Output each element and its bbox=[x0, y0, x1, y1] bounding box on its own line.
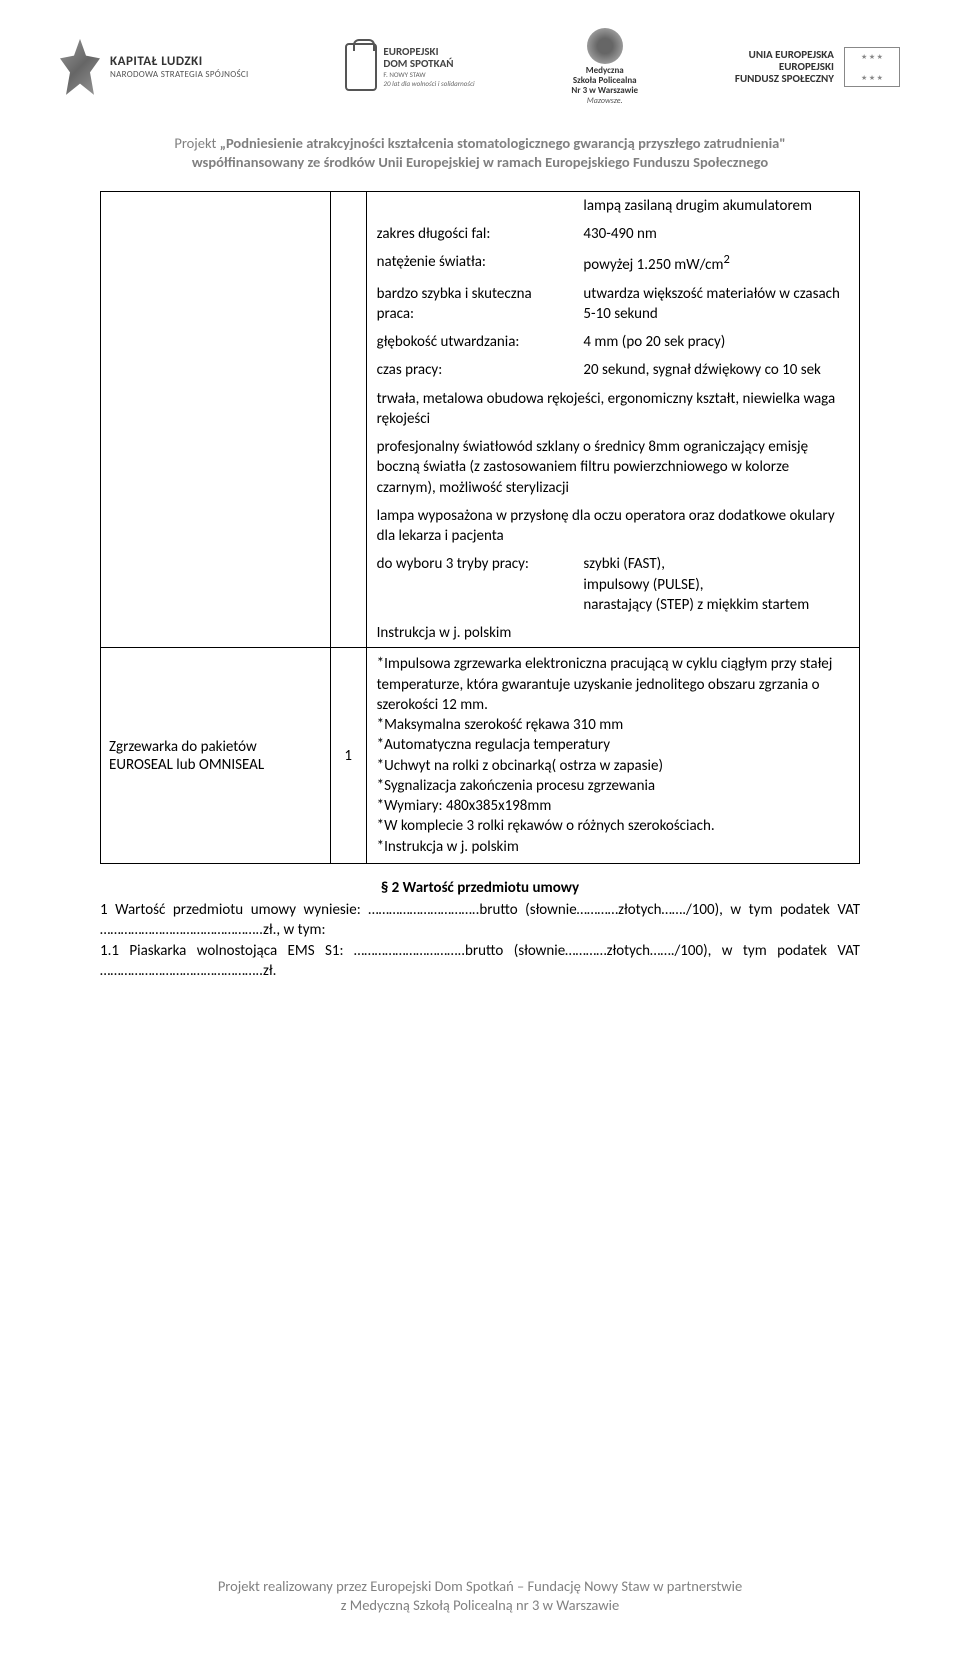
equipment-qty-cell bbox=[330, 191, 366, 648]
spec-full-text: profesjonalny światłowód szklany o średn… bbox=[367, 433, 859, 502]
spec-row: czas pracy:20 sekund, sygnał dźwiękowy c… bbox=[367, 356, 859, 384]
spec-value: lampą zasilaną drugim akumulatorem bbox=[573, 192, 859, 220]
footer-line1: Projekt realizowany przez Europejski Dom… bbox=[0, 1577, 960, 1597]
spec-row: do wyboru 3 tryby pracy:szybki (FAST), i… bbox=[367, 550, 859, 619]
spec-row: natężenie światła:powyżej 1.250 mW/cm2 bbox=[367, 248, 859, 279]
project-prefix: Projekt bbox=[174, 134, 219, 152]
contract-line-1: 1 Wartość przedmiotu umowy wyniesie: ………… bbox=[100, 900, 860, 941]
spec-label: głębokość utwardzania: bbox=[367, 328, 574, 356]
spec-value: utwardza większość materiałów w czasach … bbox=[573, 280, 859, 329]
eds-line3: F. NOWY STAW bbox=[383, 70, 474, 79]
spec-row: lampą zasilaną drugim akumulatorem bbox=[367, 192, 859, 220]
kl-title: KAPITAŁ LUDZKI bbox=[110, 54, 249, 69]
spec-row: trwała, metalowa obudowa rękojeści, ergo… bbox=[367, 385, 859, 434]
equipment-spec-cell: lampą zasilaną drugim akumulatoremzakres… bbox=[366, 191, 859, 648]
equipment-table: lampą zasilaną drugim akumulatoremzakres… bbox=[100, 191, 860, 864]
logo-row: KAPITAŁ LUDZKI NARODOWA STRATEGIA SPÓJNO… bbox=[0, 0, 960, 120]
equipment-spec-cell: *Impulsowa zgrzewarka elektroniczna prac… bbox=[366, 648, 859, 864]
spec-value-sup: 2 bbox=[723, 252, 729, 267]
spec-row: głębokość utwardzania: 4 mm (po 20 sek p… bbox=[367, 328, 859, 356]
spec-value: 20 sekund, sygnał dźwiękowy co 10 sek bbox=[573, 356, 859, 384]
eds-tagline: 20 lat dla wolności i solidarności bbox=[383, 79, 474, 88]
project-line2: współfinansowany ze środków Unii Europej… bbox=[192, 153, 768, 171]
spec-label: do wyboru 3 tryby pracy: bbox=[367, 550, 574, 619]
kl-star-icon bbox=[60, 39, 100, 95]
spec-value: szybki (FAST), impulsowy (PULSE), narast… bbox=[573, 550, 859, 619]
equipment-name: Zgrzewarka do pakietów EUROSEAL lub OMNI… bbox=[101, 732, 330, 780]
equipment-qty-cell: 1 bbox=[330, 648, 366, 864]
spec-row: Instrukcja w j. polskim bbox=[367, 619, 859, 647]
table-row: lampą zasilaną drugim akumulatoremzakres… bbox=[101, 191, 860, 648]
msp-line3: Nr 3 w Warszawie bbox=[571, 86, 638, 96]
eds-line2: DOM SPOTKAŃ bbox=[383, 58, 474, 70]
ue-line3: FUNDUSZ SPOŁECZNY bbox=[735, 73, 834, 85]
contract-section-title: § 2 Wartość przedmiotu umowy bbox=[100, 878, 860, 898]
equipment-name-cell bbox=[101, 191, 331, 648]
contract-line-1-1: 1.1 Piaskarka wolnostojąca EMS S1: ……………… bbox=[100, 941, 860, 982]
spec-row: zakres długości fal:430-490 nm bbox=[367, 220, 859, 248]
logo-kapital-ludzki: KAPITAŁ LUDZKI NARODOWA STRATEGIA SPÓJNO… bbox=[60, 39, 249, 95]
eu-flag-icon bbox=[844, 47, 900, 87]
spec-value: powyżej 1.250 mW/cm2 bbox=[573, 248, 859, 279]
kl-subtitle: NARODOWA STRATEGIA SPÓJNOŚCI bbox=[110, 69, 249, 80]
eds-house-icon bbox=[345, 43, 377, 91]
project-title: „Podniesienie atrakcyjności kształcenia … bbox=[220, 134, 786, 152]
spec-value: 430-490 nm bbox=[573, 220, 859, 248]
spec-label: bardzo szybka i skuteczna praca: bbox=[367, 280, 574, 329]
eds-line1: EUROPEJSKI bbox=[383, 46, 474, 58]
equipment-qty: 1 bbox=[331, 741, 366, 771]
table-row: Zgrzewarka do pakietów EUROSEAL lub OMNI… bbox=[101, 648, 860, 864]
ue-line1: UNIA EUROPEJSKA bbox=[735, 49, 834, 61]
spec-full-text: Instrukcja w j. polskim bbox=[367, 619, 859, 647]
footer-line2: z Medyczną Szkołą Policealną nr 3 w Wars… bbox=[0, 1596, 960, 1616]
logo-msp: Medyczna Szkoła Policealna Nr 3 w Warsza… bbox=[571, 28, 638, 106]
spec-label: natężenie światła: bbox=[367, 248, 574, 279]
logo-eds: EUROPEJSKI DOM SPOTKAŃ F. NOWY STAW 20 l… bbox=[345, 43, 474, 91]
spec-row: profesjonalny światłowód szklany o średn… bbox=[367, 433, 859, 502]
msp-region: Mazowsze. bbox=[571, 96, 638, 106]
equipment-name-cell: Zgrzewarka do pakietów EUROSEAL lub OMNI… bbox=[101, 648, 331, 864]
spec-value: 4 mm (po 20 sek pracy) bbox=[573, 328, 859, 356]
spec-inner-table: lampą zasilaną drugim akumulatoremzakres… bbox=[367, 192, 859, 648]
equipment-qty bbox=[331, 414, 366, 426]
page-footer: Projekt realizowany przez Europejski Dom… bbox=[0, 1577, 960, 1616]
spec-label: czas pracy: bbox=[367, 356, 574, 384]
contract-section: § 2 Wartość przedmiotu umowy 1 Wartość p… bbox=[100, 878, 860, 981]
spec-row: bardzo szybka i skuteczna praca:utwardza… bbox=[367, 280, 859, 329]
spec-text-block: *Impulsowa zgrzewarka elektroniczna prac… bbox=[367, 648, 859, 863]
spec-label bbox=[367, 192, 574, 220]
equipment-name bbox=[101, 414, 330, 426]
spec-full-text: trwała, metalowa obudowa rękojeści, ergo… bbox=[367, 385, 859, 434]
spec-full-text: lampa wyposażona w przysłonę dla oczu op… bbox=[367, 502, 859, 551]
msp-emblem-icon bbox=[587, 28, 623, 64]
spec-label: zakres długości fal: bbox=[367, 220, 574, 248]
project-header: Projekt „Podniesienie atrakcyjności kszt… bbox=[0, 120, 960, 191]
spec-row: lampa wyposażona w przysłonę dla oczu op… bbox=[367, 502, 859, 551]
logo-ue: UNIA EUROPEJSKA EUROPEJSKI FUNDUSZ SPOŁE… bbox=[735, 47, 900, 87]
